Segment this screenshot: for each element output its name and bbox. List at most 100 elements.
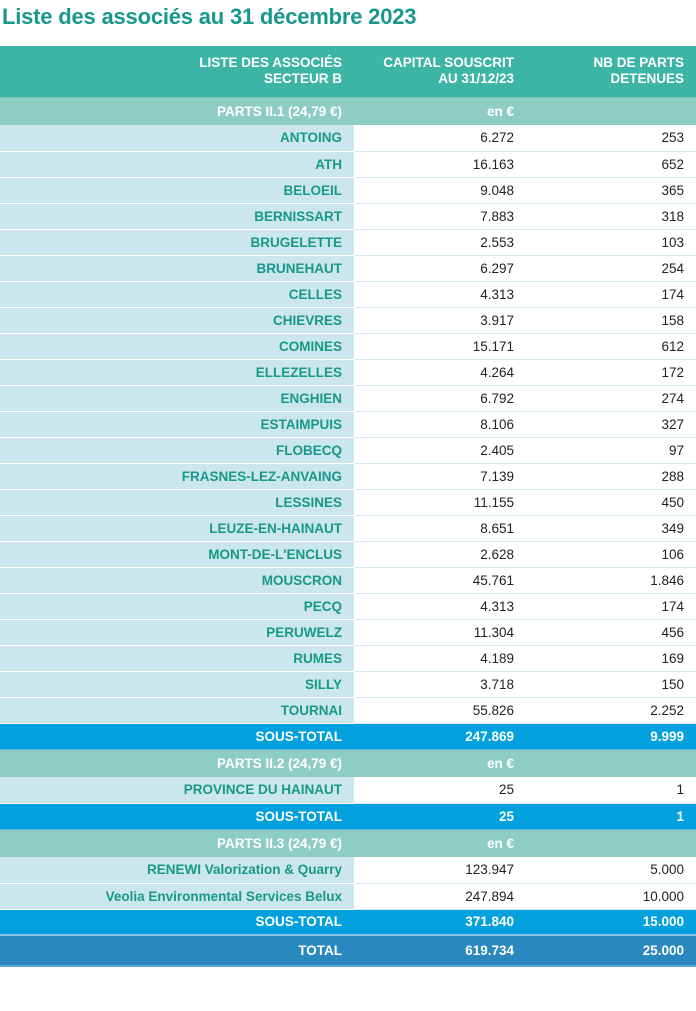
cell-capital: 123.947	[354, 857, 526, 884]
associates-table: LISTE DES ASSOCIÉS SECTEUR B CAPITAL SOUS…	[0, 46, 696, 967]
table-row: RENEWI Valorization & Quarry 123.947 5.000	[0, 857, 696, 884]
table-row: BRUGELETTE 2.553 103	[0, 229, 696, 256]
cell-capital: 45.761	[354, 567, 526, 594]
cell-capital: en €	[354, 748, 526, 777]
cell-capital: 2.405	[354, 437, 526, 464]
page-title: Liste des associés au 31 décembre 2023	[2, 4, 417, 29]
cell-parts: 158	[526, 307, 696, 334]
table-row: ENGHIEN 6.792 274	[0, 385, 696, 412]
cell-parts: 1.846	[526, 567, 696, 594]
table-row: PECQ 4.313 174	[0, 593, 696, 620]
cell-name: PERUWELZ	[0, 619, 354, 646]
header-parts: NB DE PARTS DETENUES	[526, 46, 696, 97]
table-row: CHIEVRES 3.917 158	[0, 307, 696, 334]
table-row: PROVINCE DU HAINAUT 25 1	[0, 777, 696, 804]
cell-name: BRUGELETTE	[0, 229, 354, 256]
table-row: BERNISSART 7.883 318	[0, 203, 696, 230]
cell-parts: 103	[526, 229, 696, 256]
cell-name: PROVINCE DU HAINAUT	[0, 777, 354, 804]
cell-name: LESSINES	[0, 489, 354, 516]
cell-capital: 4.189	[354, 645, 526, 672]
table-row: FRASNES-LEZ-ANVAING 7.139 288	[0, 463, 696, 490]
cell-parts	[526, 748, 696, 777]
cell-capital: 8.651	[354, 515, 526, 542]
cell-capital: 3.917	[354, 307, 526, 334]
cell-parts: 106	[526, 541, 696, 568]
cell-parts	[526, 828, 696, 857]
cell-name: SILLY	[0, 671, 354, 698]
cell-parts: 174	[526, 281, 696, 308]
cell-name: RUMES	[0, 645, 354, 672]
cell-parts: 97	[526, 437, 696, 464]
cell-capital: en €	[354, 96, 526, 125]
cell-parts: 172	[526, 359, 696, 386]
cell-parts: 25.000	[526, 934, 696, 967]
cell-name: PARTS II.1 (24,79 €)	[0, 96, 354, 125]
cell-name: CELLES	[0, 281, 354, 308]
cell-capital: 15.171	[354, 333, 526, 360]
cell-name: RENEWI Valorization & Quarry	[0, 857, 354, 884]
table-header: LISTE DES ASSOCIÉS SECTEUR B CAPITAL SOUS…	[0, 46, 696, 97]
cell-name: TOTAL	[0, 934, 354, 967]
section-header: PARTS II.2 (24,79 €) en €	[0, 748, 696, 777]
cell-capital: 619.734	[354, 934, 526, 967]
cell-capital: 371.840	[354, 909, 526, 936]
cell-capital: 2.628	[354, 541, 526, 568]
subtotal-row: SOUS-TOTAL 25 1	[0, 803, 696, 830]
cell-name: BRUNEHAUT	[0, 255, 354, 282]
cell-capital: 8.106	[354, 411, 526, 438]
total-row: TOTAL 619.734 25.000	[0, 934, 696, 967]
cell-parts: 169	[526, 645, 696, 672]
cell-parts: 9.999	[526, 723, 696, 750]
cell-capital: 16.163	[354, 151, 526, 178]
cell-capital: 9.048	[354, 177, 526, 204]
cell-name: SOUS-TOTAL	[0, 803, 354, 830]
cell-parts: 10.000	[526, 883, 696, 910]
cell-name: ESTAIMPUIS	[0, 411, 354, 438]
cell-name: ENGHIEN	[0, 385, 354, 412]
cell-capital: 3.718	[354, 671, 526, 698]
table-row: COMINES 15.171 612	[0, 333, 696, 360]
cell-parts: 254	[526, 255, 696, 282]
cell-parts	[526, 96, 696, 125]
cell-name: MONT-DE-L'ENCLUS	[0, 541, 354, 568]
cell-capital: 7.139	[354, 463, 526, 490]
header-capital: CAPITAL SOUSCRIT AU 31/12/23	[354, 46, 526, 97]
table-row: PERUWELZ 11.304 456	[0, 619, 696, 646]
table-row: TOURNAI 55.826 2.252	[0, 697, 696, 724]
cell-name: FLOBECQ	[0, 437, 354, 464]
cell-name: ELLEZELLES	[0, 359, 354, 386]
cell-parts: 253	[526, 125, 696, 152]
cell-parts: 288	[526, 463, 696, 490]
cell-capital: 55.826	[354, 697, 526, 724]
section-header: PARTS II.3 (24,79 €) en €	[0, 828, 696, 857]
cell-capital: 4.313	[354, 593, 526, 620]
cell-parts: 318	[526, 203, 696, 230]
section-header: PARTS II.1 (24,79 €) en €	[0, 96, 696, 125]
cell-parts: 174	[526, 593, 696, 620]
cell-capital: 247.894	[354, 883, 526, 910]
cell-name: PARTS II.3 (24,79 €)	[0, 828, 354, 857]
table-row: MONT-DE-L'ENCLUS 2.628 106	[0, 541, 696, 568]
cell-parts: 652	[526, 151, 696, 178]
cell-parts: 5.000	[526, 857, 696, 884]
cell-parts: 150	[526, 671, 696, 698]
cell-name: CHIEVRES	[0, 307, 354, 334]
subtotal-row: SOUS-TOTAL 247.869 9.999	[0, 723, 696, 750]
cell-name: PECQ	[0, 593, 354, 620]
table-row: ATH 16.163 652	[0, 151, 696, 178]
cell-capital: 6.297	[354, 255, 526, 282]
cell-capital: 2.553	[354, 229, 526, 256]
cell-capital: 11.304	[354, 619, 526, 646]
cell-capital: 4.313	[354, 281, 526, 308]
table-row: Veolia Environmental Services Belux 247.8…	[0, 883, 696, 910]
cell-name: MOUSCRON	[0, 567, 354, 594]
cell-parts: 450	[526, 489, 696, 516]
cell-parts: 1	[526, 777, 696, 804]
cell-capital: 11.155	[354, 489, 526, 516]
cell-name: SOUS-TOTAL	[0, 909, 354, 936]
cell-capital: 6.792	[354, 385, 526, 412]
table-row: BELOEIL 9.048 365	[0, 177, 696, 204]
cell-parts: 612	[526, 333, 696, 360]
cell-parts: 15.000	[526, 909, 696, 936]
